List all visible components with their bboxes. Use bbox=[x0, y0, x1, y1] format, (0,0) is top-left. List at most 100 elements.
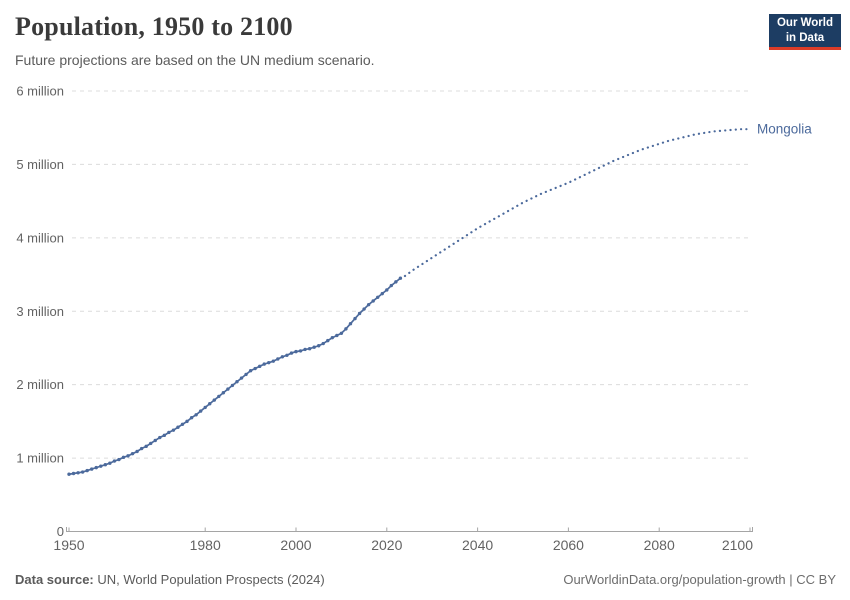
data-point bbox=[326, 338, 330, 343]
data-point bbox=[353, 316, 357, 321]
y-axis-tick-label: 4 million bbox=[16, 230, 64, 245]
data-point bbox=[103, 462, 108, 467]
y-axis-tick-label: 6 million bbox=[16, 84, 64, 99]
data-point bbox=[371, 299, 375, 303]
data-point bbox=[94, 465, 98, 470]
owid-logo-line1: Our World bbox=[776, 17, 833, 30]
data-point bbox=[158, 435, 162, 440]
data-point bbox=[99, 464, 103, 468]
data-source-label: Data source: bbox=[15, 572, 94, 587]
y-axis-tick-label: 0 bbox=[57, 524, 64, 539]
chart-subtitle: Future projections are based on the UN m… bbox=[15, 52, 375, 68]
data-point bbox=[262, 362, 266, 366]
chart-title: Population, 1950 to 2100 bbox=[15, 12, 293, 41]
data-point bbox=[203, 405, 207, 410]
data-point bbox=[149, 441, 153, 446]
y-axis-tick-label: 5 million bbox=[16, 157, 64, 172]
owid-logo[interactable]: Our World in Data bbox=[769, 14, 841, 50]
data-point bbox=[276, 357, 280, 361]
data-point bbox=[189, 416, 194, 420]
data-point bbox=[167, 430, 171, 435]
data-point bbox=[112, 459, 117, 463]
data-point bbox=[198, 409, 203, 413]
data-point bbox=[162, 433, 167, 438]
data-point bbox=[271, 359, 275, 363]
x-axis-tick-label: 2100 bbox=[722, 537, 753, 553]
projection-line bbox=[403, 128, 752, 278]
data-point bbox=[144, 444, 148, 449]
y-axis-tick-label: 1 million bbox=[16, 451, 64, 466]
y-axis-tick-label: 2 million bbox=[16, 377, 64, 392]
data-point bbox=[357, 311, 362, 316]
data-point bbox=[312, 345, 316, 349]
data-point bbox=[335, 333, 339, 338]
x-axis-tick-label: 2060 bbox=[553, 537, 584, 553]
data-point bbox=[389, 283, 394, 288]
x-axis-tick-label: 2080 bbox=[644, 537, 675, 553]
x-axis-tick-label: 2020 bbox=[371, 537, 402, 553]
data-point bbox=[85, 468, 89, 473]
data-point bbox=[194, 413, 198, 417]
data-point bbox=[153, 438, 157, 443]
data-point bbox=[185, 419, 189, 424]
data-point bbox=[362, 307, 366, 311]
data-point bbox=[108, 461, 112, 465]
data-point bbox=[366, 302, 371, 307]
x-axis-line bbox=[66, 527, 753, 532]
data-point bbox=[344, 327, 348, 331]
data-point bbox=[226, 387, 230, 391]
data-source-note: Data source: UN, World Population Prospe… bbox=[15, 572, 325, 587]
data-point bbox=[121, 455, 126, 460]
data-point bbox=[130, 451, 135, 456]
owid-logo-line2: in Data bbox=[785, 31, 825, 44]
data-point bbox=[294, 349, 298, 354]
data-point bbox=[176, 425, 180, 429]
data-point bbox=[307, 346, 312, 351]
data-point bbox=[298, 349, 303, 353]
data-point bbox=[253, 366, 257, 371]
data-point bbox=[126, 454, 130, 458]
data-point bbox=[135, 449, 139, 454]
data-point bbox=[348, 322, 353, 326]
data-point bbox=[376, 295, 380, 300]
data-point bbox=[139, 446, 144, 451]
data-point bbox=[267, 360, 271, 365]
data-point bbox=[235, 380, 239, 384]
data-point bbox=[398, 276, 403, 280]
data-point bbox=[330, 335, 335, 340]
data-point bbox=[117, 457, 121, 462]
data-point bbox=[76, 471, 80, 475]
history-line bbox=[68, 277, 401, 476]
data-point bbox=[303, 347, 307, 352]
data-point bbox=[248, 369, 253, 373]
data-point bbox=[90, 467, 94, 471]
data-point bbox=[385, 288, 389, 292]
data-source-text: UN, World Population Prospects (2024) bbox=[93, 572, 325, 587]
data-point bbox=[71, 471, 76, 476]
x-axis-tick-label: 2040 bbox=[462, 537, 493, 553]
data-point bbox=[257, 364, 262, 369]
data-point bbox=[321, 341, 325, 346]
data-point bbox=[285, 353, 289, 357]
data-point bbox=[339, 331, 344, 335]
data-point bbox=[180, 422, 185, 427]
y-axis-tick-label: 3 million bbox=[16, 304, 64, 319]
data-point bbox=[380, 291, 384, 296]
data-point bbox=[221, 391, 226, 395]
entity-label: Mongolia bbox=[757, 122, 812, 137]
data-point bbox=[230, 383, 235, 388]
data-point bbox=[171, 428, 176, 432]
data-point bbox=[208, 402, 212, 406]
data-point bbox=[289, 351, 294, 355]
credit-link[interactable]: OurWorldinData.org/population-growth | C… bbox=[563, 572, 836, 587]
data-point bbox=[217, 394, 221, 399]
data-point bbox=[244, 372, 248, 377]
data-point bbox=[280, 355, 285, 359]
x-axis-tick-label: 1950 bbox=[53, 537, 84, 553]
data-point bbox=[67, 472, 71, 476]
data-point bbox=[239, 376, 244, 380]
x-axis-tick-label: 1980 bbox=[190, 537, 221, 553]
data-point bbox=[212, 398, 216, 402]
x-axis-tick-label: 2000 bbox=[280, 537, 311, 553]
